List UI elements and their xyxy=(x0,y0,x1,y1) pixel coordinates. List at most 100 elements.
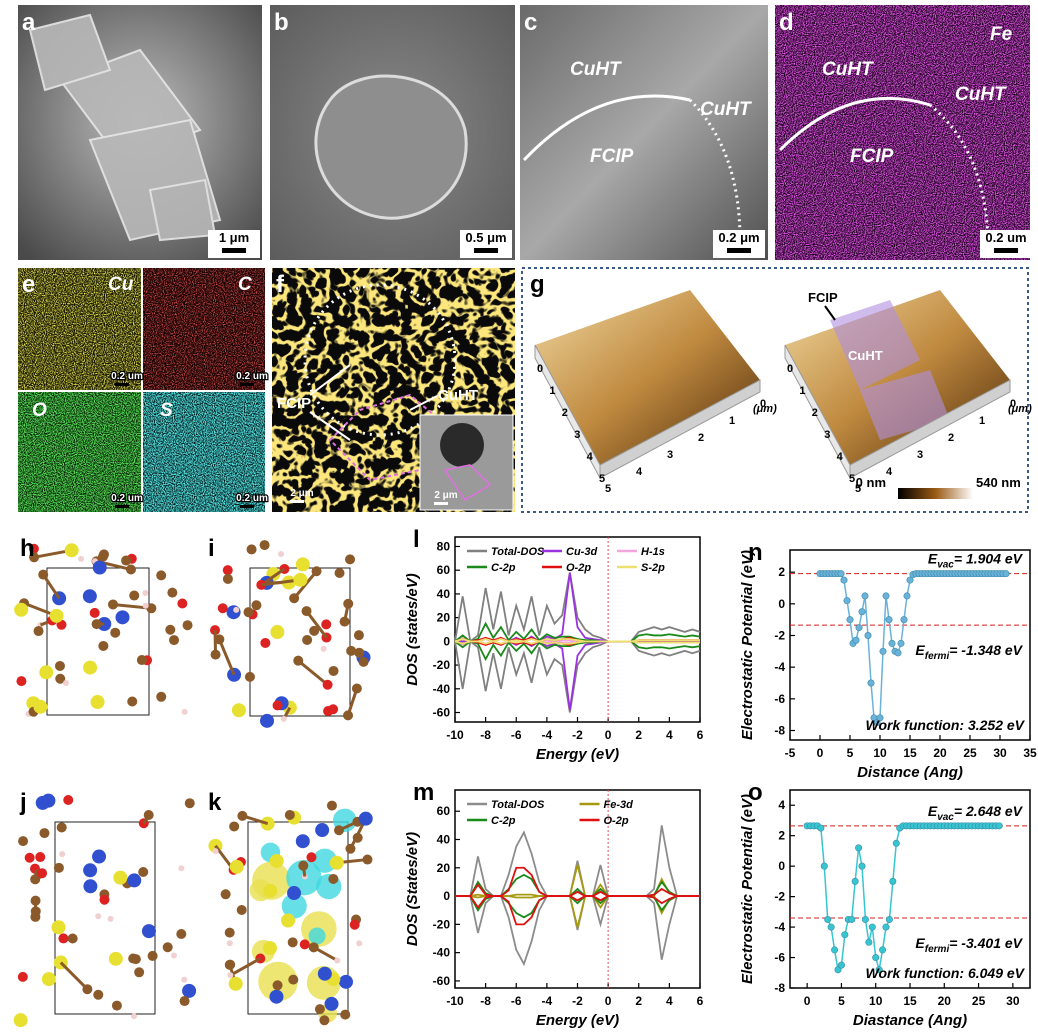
atom xyxy=(39,828,50,839)
data-point xyxy=(900,616,908,624)
dos-line xyxy=(455,825,700,897)
atom xyxy=(314,1004,325,1015)
x-tick-label: -5 xyxy=(785,746,796,760)
reference-label-part: vac xyxy=(937,812,954,823)
image-text: S xyxy=(160,400,173,421)
cell xyxy=(46,567,150,716)
atom xyxy=(295,834,310,849)
data-point xyxy=(995,822,1003,830)
eds-noise xyxy=(143,392,265,512)
y-tick-label: -20 xyxy=(433,658,451,672)
scale-box xyxy=(980,230,1032,258)
legend-label: O-2p xyxy=(604,815,629,827)
panel-label: b xyxy=(274,9,289,36)
panel-label: m xyxy=(413,779,434,806)
axis-tick-label: 2 xyxy=(812,407,818,419)
data-point xyxy=(892,839,900,847)
atom xyxy=(67,933,78,944)
bond xyxy=(297,659,329,686)
atom xyxy=(93,989,104,1000)
image-text: CuHT xyxy=(438,387,478,404)
atom xyxy=(349,919,360,930)
scale-bar xyxy=(994,248,1018,253)
boundary xyxy=(688,98,742,241)
atom xyxy=(82,984,93,995)
atom xyxy=(98,551,109,562)
overlay xyxy=(830,300,950,440)
panel-label: c xyxy=(524,9,537,36)
data-point xyxy=(864,631,872,639)
bond xyxy=(229,957,262,977)
atom xyxy=(322,679,333,690)
atom xyxy=(78,555,85,562)
legend-label: O-2p xyxy=(566,562,591,574)
scale-label: 2 μm xyxy=(290,488,313,499)
eds-noise xyxy=(18,392,141,512)
afm-surface xyxy=(535,290,760,465)
atom xyxy=(317,966,332,981)
x-tick-label: 4 xyxy=(666,994,673,1008)
atom xyxy=(231,703,246,718)
atom xyxy=(56,822,67,833)
data-point xyxy=(861,592,869,600)
atom xyxy=(83,863,98,878)
dos-line xyxy=(454,621,701,643)
atom xyxy=(227,972,234,979)
atom xyxy=(293,572,308,587)
atom xyxy=(272,980,283,991)
atom xyxy=(269,989,284,1004)
arrow xyxy=(309,411,351,441)
scale-bar xyxy=(115,505,129,508)
image-text: CuHT xyxy=(570,59,622,80)
atom xyxy=(334,957,341,964)
atom xyxy=(90,695,105,710)
reference-label-part: fermi xyxy=(925,651,950,662)
atom xyxy=(281,913,296,928)
atom xyxy=(222,573,233,584)
annotation: Work function: 3.252 eV xyxy=(866,717,1026,733)
y-axis-label: Electrostatic Potential (eV) xyxy=(739,550,756,740)
data-point xyxy=(875,966,883,974)
atom xyxy=(352,832,363,843)
atom xyxy=(321,619,332,630)
atom xyxy=(226,605,241,620)
atom xyxy=(108,951,123,966)
atom xyxy=(338,974,353,989)
x-tick-label: 6 xyxy=(697,728,704,742)
axis-tick-label: 4 xyxy=(587,451,594,463)
reference-label-part: vac xyxy=(937,560,954,571)
image-text: CuHT xyxy=(700,99,752,120)
y-tick-label: -60 xyxy=(433,706,451,720)
x-tick-label: 15 xyxy=(903,994,917,1008)
atom xyxy=(89,607,100,618)
dos-line xyxy=(454,572,701,643)
panel-label: f xyxy=(276,271,285,298)
atom xyxy=(226,940,233,947)
atom xyxy=(121,555,132,566)
atom xyxy=(171,952,178,959)
reference-label-part: = 2.648 eV xyxy=(954,803,1024,819)
data-point xyxy=(868,923,876,931)
x-tick-label: 25 xyxy=(972,994,986,1008)
atom xyxy=(358,811,373,826)
image-text: FCIP xyxy=(277,395,311,412)
image-text: (μm) xyxy=(753,403,777,415)
dos-line xyxy=(455,895,700,919)
axis-tick-label: 5 xyxy=(599,473,605,485)
data-point xyxy=(876,714,884,722)
atom xyxy=(272,700,283,711)
image-text: FCIP xyxy=(808,290,838,305)
atom xyxy=(309,625,320,636)
x-tick-label: 0 xyxy=(817,746,824,760)
panel-label: g xyxy=(530,271,545,298)
structures xyxy=(13,540,373,1028)
y-axis-label: Electrostatic Potential (eV) xyxy=(739,794,756,984)
x-tick-label: 2 xyxy=(635,994,642,1008)
image-text: O xyxy=(32,400,47,421)
y-tick-label: -20 xyxy=(433,917,451,931)
annotation: Work function: 6.049 eV xyxy=(866,965,1026,981)
colorbar-label: 540 nm xyxy=(976,475,1021,490)
reference-label-part: E xyxy=(915,935,925,951)
x-tick-label: 0 xyxy=(605,994,612,1008)
